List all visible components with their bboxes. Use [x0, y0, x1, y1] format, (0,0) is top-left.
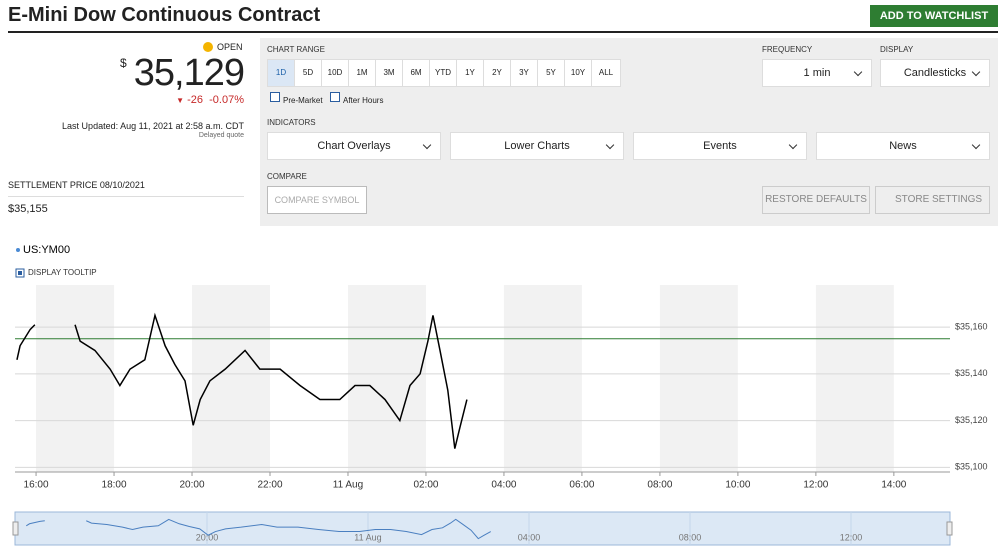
change: ▼ -26 -0.07%: [176, 94, 244, 106]
label: FREQUENCY: [762, 45, 813, 54]
y-tick-label: $35,160: [955, 321, 988, 331]
x-tick-label: 16:00: [24, 480, 49, 491]
nav-tick-label: 12:00: [840, 532, 863, 542]
x-tick-label: 20:00: [180, 480, 205, 491]
x-tick-label: 02:00: [413, 480, 438, 491]
legend-label: US:YM00: [23, 244, 70, 256]
legend-dot: [16, 248, 20, 252]
delayed: Delayed quote: [198, 132, 244, 139]
nav-tick-label: 20:00: [196, 532, 219, 542]
currency: $: [120, 56, 127, 70]
label: CHART RANGE: [267, 45, 325, 54]
settlement: $35,155: [8, 203, 48, 215]
band: [815, 285, 894, 472]
indicator-select[interactable]: Lower Charts: [450, 132, 624, 160]
price-line: [16, 324, 36, 360]
x-tick-label: 22:00: [257, 480, 282, 491]
range-button[interactable]: 1M: [348, 59, 376, 87]
display-select[interactable]: Candlesticks: [880, 59, 990, 87]
range-button[interactable]: 6M: [402, 59, 430, 87]
range-button[interactable]: ALL: [591, 59, 621, 87]
change-pct: -0.07%: [209, 94, 244, 106]
band: [347, 285, 426, 472]
x-tick-label: 06:00: [569, 480, 594, 491]
range-button[interactable]: 1D: [267, 59, 295, 87]
x-tick-label: 12:00: [803, 480, 828, 491]
range-button[interactable]: 5D: [294, 59, 322, 87]
band: [36, 285, 115, 472]
x-tick-label: 08:00: [647, 480, 672, 491]
indicator-select[interactable]: News: [816, 132, 990, 160]
range-button[interactable]: 3M: [375, 59, 403, 87]
y-tick-label: $35,140: [955, 368, 988, 378]
range-button[interactable]: 1Y: [456, 59, 484, 87]
indicator-select[interactable]: Events: [633, 132, 807, 160]
nav-line: [26, 520, 45, 527]
checkbox[interactable]: [270, 92, 280, 102]
range-button[interactable]: 3Y: [510, 59, 538, 87]
label: INDICATORS: [267, 118, 316, 127]
updated: Last Updated: Aug 11, 2021 at 2:58 a.m. …: [62, 121, 244, 131]
x-tick-label: 04:00: [491, 480, 516, 491]
store-button[interactable]: STORE SETTINGS: [875, 186, 990, 214]
sun-icon: [203, 42, 213, 52]
label: DISPLAY: [880, 45, 914, 54]
market-status: OPEN: [217, 42, 243, 52]
title: E-Mini Dow Continuous Contract: [8, 4, 321, 26]
range-button[interactable]: 2Y: [483, 59, 511, 87]
nav-handle[interactable]: [946, 521, 953, 536]
indicator-select[interactable]: Chart Overlays: [267, 132, 441, 160]
checkbox-label: After Hours: [343, 96, 384, 105]
y-tick-label: $35,120: [955, 415, 988, 425]
divider: [8, 196, 244, 197]
y-tick-label: $35,100: [955, 462, 988, 472]
x-tick-label: 10:00: [725, 480, 750, 491]
navigator: [14, 511, 951, 546]
x-tick-label: 11 Aug: [333, 480, 363, 491]
tooltip-label: DISPLAY TOOLTIP: [28, 268, 97, 277]
watchlist-button[interactable]: ADD TO WATCHLIST: [870, 5, 998, 27]
checkbox-label: Pre-Market: [283, 96, 323, 105]
nav-tick-label: 04:00: [518, 532, 541, 542]
compare-input[interactable]: COMPARE SYMBOL: [267, 186, 367, 214]
nav-handle[interactable]: [12, 521, 19, 536]
nav-tick-label: 11 Aug: [354, 532, 381, 542]
range-button[interactable]: 10D: [321, 59, 349, 87]
x-tick-label: 18:00: [102, 480, 127, 491]
checkbox[interactable]: [330, 92, 340, 102]
price: 35,129: [133, 52, 245, 94]
band: [659, 285, 738, 472]
change-value: -26: [187, 94, 204, 106]
range-button[interactable]: YTD: [429, 59, 457, 87]
frequency-select[interactable]: 1 min: [762, 59, 872, 87]
settlement-label: SETTLEMENT PRICE 08/10/2021: [8, 180, 145, 190]
range-button[interactable]: 10Y: [564, 59, 592, 87]
nav-line: [86, 518, 491, 540]
label: COMPARE: [267, 172, 307, 181]
x-tick-label: 14:00: [881, 480, 906, 491]
band: [503, 285, 582, 472]
band: [192, 285, 270, 472]
chart: US:YM00 DISPLAY TOOLTIP $35,100 $35,120 $35,…: [12, 244, 988, 546]
range-button[interactable]: 5Y: [537, 59, 565, 87]
restore-button[interactable]: RESTORE DEFAULTS: [762, 186, 870, 214]
price-line: [74, 312, 468, 449]
divider: [8, 31, 998, 33]
tooltip-check: [18, 271, 22, 275]
down-arrow: ▼: [176, 96, 185, 105]
nav-tick-label: 08:00: [679, 532, 702, 542]
